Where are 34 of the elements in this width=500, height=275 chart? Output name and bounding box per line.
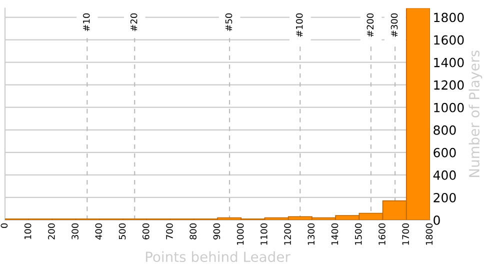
x-tick-label: 400 (95, 223, 102, 240)
y-tick-label: 200 (434, 192, 456, 202)
y-tick-label: 800 (434, 125, 456, 135)
x-tick-label: 1400 (331, 223, 338, 245)
x-tick-label: 1200 (284, 223, 291, 245)
y-tick-label: 1400 (434, 58, 464, 68)
x-tick-label: 600 (142, 223, 150, 240)
x-tick-label: 1700 (402, 223, 410, 245)
x-tick-label: 700 (166, 223, 173, 240)
x-tick-label: 900 (213, 223, 220, 240)
y-tick-label: 1800 (434, 12, 464, 22)
annotation: #200 (366, 13, 374, 37)
x-tick-label: 1300 (308, 223, 315, 245)
x-tick-label: 1600 (378, 223, 386, 245)
x-tick-label: 300 (72, 223, 78, 240)
y-tick-label: 0 (434, 215, 440, 225)
x-tick-label: 1100 (260, 223, 268, 245)
y-tick-label: 1600 (434, 35, 464, 45)
x-tick-label: 0 (0, 223, 8, 228)
annotation: #300 (390, 13, 398, 37)
annotation: #50 (225, 13, 232, 32)
y-tick-label: 1200 (434, 80, 464, 90)
x-tick-label: 500 (118, 223, 126, 240)
y-tick-label: 1000 (434, 102, 464, 112)
x-tick-label: 800 (190, 223, 197, 240)
annotation: #100 (296, 13, 303, 37)
annotation: #20 (130, 13, 138, 32)
x-tick-label: 1500 (354, 223, 362, 245)
y-tick-label: 600 (434, 148, 456, 158)
x-tick-label: 100 (24, 223, 32, 240)
y-tick-label: 400 (433, 170, 456, 180)
x-tick-label: 1000 (236, 223, 244, 245)
x-tick-label: 200 (48, 223, 55, 240)
annotation: #10 (82, 13, 90, 32)
